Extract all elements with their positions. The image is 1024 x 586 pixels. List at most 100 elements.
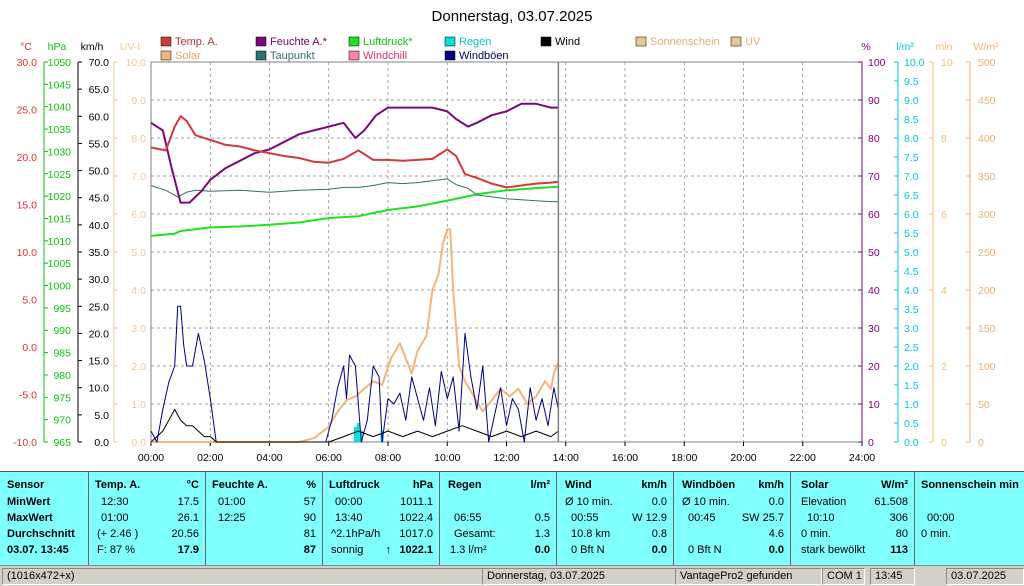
y-tick-label-wind: 10.0 [89, 383, 110, 395]
gust-unit: km/h [758, 479, 784, 491]
legend-item: Regen [459, 36, 491, 48]
axis-header-sun: min [936, 41, 953, 53]
humidity-max-time: 12:25 [218, 512, 246, 524]
legend-item: Sonnenschein [650, 36, 720, 48]
legend-item: Wind [555, 36, 580, 48]
humidity-unit: % [306, 479, 316, 491]
legend-item: Windchill [363, 50, 407, 62]
rain-cur-value: 0.0 [534, 544, 550, 556]
y-tick-label-pressure: 1045 [48, 79, 72, 91]
y-tick-label-temp: -10.0 [13, 437, 37, 449]
y-tick-label-rain: 4.5 [904, 266, 919, 278]
y-tick-label-rain: 7.0 [904, 171, 919, 183]
y-tick-label-uv: 9.0 [131, 95, 146, 107]
y-tick-label-wind: 20.0 [89, 328, 110, 340]
y-tick-label-rain: 9.5 [904, 76, 919, 88]
y-tick-label-pressure: 1040 [48, 102, 72, 114]
y-tick-label-rain: 2.0 [904, 361, 919, 373]
rain-header: Regen [448, 479, 482, 491]
y-tick-label-pressure: 995 [53, 303, 71, 315]
y-tick-label-pressure: 970 [53, 415, 71, 427]
temp-column: Temp. A. °C 12:30 17.5 01:00 26.1 (+ 2.46 )… [89, 472, 206, 565]
rain-cur-note: 1.3 l/m² [450, 544, 487, 556]
y-tick-label-pressure: 1050 [48, 57, 72, 69]
legend-item: Feuchte A.* [270, 36, 328, 48]
wind-min-label: Ø 10 min. [565, 496, 613, 508]
y-tick-label-rain: 3.5 [904, 304, 919, 316]
status-time: 13:45 [870, 568, 915, 585]
gust-header: Windböen [682, 479, 736, 491]
y-tick-label-humidity: 100 [868, 57, 886, 69]
sunshine-avg-note: 0 min. [921, 528, 951, 540]
y-tick-label-pressure: 1005 [48, 258, 72, 270]
y-tick-label-humidity: 30 [868, 323, 880, 335]
x-tick-label: 00:00 [138, 452, 164, 464]
y-tick-label-solar: 0 [978, 437, 984, 449]
solar-unit: W/m² [881, 479, 908, 491]
weather-chart: Donnerstag, 03.07.2025 Temp. A. Solar Feuc… [13, 8, 999, 464]
y-tick-label-pressure: 1010 [48, 236, 72, 248]
humidity-cur-value: 87 [303, 544, 316, 556]
pressure-min-time: 00:00 [335, 496, 363, 508]
y-tick-label-temp: 10.0 [17, 247, 38, 259]
x-axis: 00:00 02:00 04:00 06:00 08:00 10:00 12:00 14:00… [138, 442, 875, 464]
axis-header-temp: °C [20, 41, 32, 53]
y-tick-label-wind: 45.0 [89, 193, 110, 205]
temp-min-time: 12:30 [101, 496, 129, 508]
y-tick-label-uv: 1.0 [131, 399, 146, 411]
gust-cur-value: 0.0 [768, 544, 784, 556]
x-tick-label: 22:00 [790, 452, 816, 464]
y-tick-label-uv: 6.0 [131, 209, 146, 221]
y-tick-label-wind: 65.0 [89, 84, 110, 96]
wind-max-time: 00:55 [571, 512, 599, 524]
y-tick-label-sun: 2 [941, 361, 947, 373]
rain-max-value: 0.5 [534, 512, 550, 524]
rain-total-label: Gesamt: [454, 528, 496, 540]
pressure-header: Luftdruck [329, 479, 380, 491]
max-label: MaxWert [7, 512, 53, 524]
y-tick-label-humidity: 10 [868, 399, 880, 411]
y-tick-label-pressure: 1000 [48, 281, 72, 293]
y-tick-label-pressure: 985 [53, 348, 71, 360]
y-tick-label-humidity: 0 [868, 437, 874, 449]
legend-swatch-icon [444, 36, 456, 47]
y-tick-label-wind: 35.0 [89, 247, 110, 259]
current-label: 03.07. 13:45 [7, 544, 69, 556]
y-tick-label-solar: 500 [978, 57, 996, 69]
pressure-trend-note: ^2.1hPa/h [331, 528, 381, 540]
y-tick-label-pressure: 975 [53, 392, 71, 404]
legend-swatch-icon [444, 50, 456, 61]
y-tick-label-humidity: 20 [868, 361, 880, 373]
y-tick-label-solar: 50 [978, 399, 990, 411]
wind-distance: 10.8 km [571, 528, 611, 540]
solar-avg-note: 0 min. [801, 528, 831, 540]
y-tick-label-sun: 6 [941, 209, 947, 221]
y-tick-label-temp: -5.0 [19, 390, 37, 402]
y-tick-label-humidity: 40 [868, 285, 880, 297]
y-tick-label-temp: 25.0 [17, 105, 38, 117]
y-tick-label-sun: 4 [941, 285, 947, 297]
series-line-luftdruck [150, 185, 559, 237]
x-tick-label: 02:00 [197, 452, 223, 464]
rain-bar [353, 426, 357, 442]
gust-bft: 0 Bft N [688, 544, 722, 556]
pressure-forecast: sonnig [331, 544, 364, 556]
pressure-avg-value: 1017.0 [399, 528, 433, 540]
y-tick-label-uv: 7.0 [131, 171, 146, 183]
humidity-column: Feuchte A.% 01:00 57 12:25 90 81 87 [206, 472, 323, 565]
x-tick-label: 16:00 [612, 452, 638, 464]
temp-avg-note: (+ 2.46 ) [97, 528, 139, 540]
chart-series [150, 62, 560, 443]
y-tick-label-rain: 6.0 [904, 209, 919, 221]
y-tick-label-temp: 0.0 [22, 342, 37, 354]
y-tick-label-pressure: 1020 [48, 191, 72, 203]
wind-cur-value: 0.0 [651, 544, 667, 556]
y-tick-label-sun: 10 [941, 57, 953, 69]
legend-item: Solar [175, 50, 201, 62]
legend-swatch-icon [635, 36, 647, 47]
pressure-min-value: 1011.1 [400, 496, 433, 508]
series-line-windb-en [150, 305, 559, 443]
rain-total-value: 1.3 [534, 528, 550, 540]
y-tick-label-humidity: 70 [868, 171, 880, 183]
y-tick-label-solar: 200 [978, 285, 996, 297]
